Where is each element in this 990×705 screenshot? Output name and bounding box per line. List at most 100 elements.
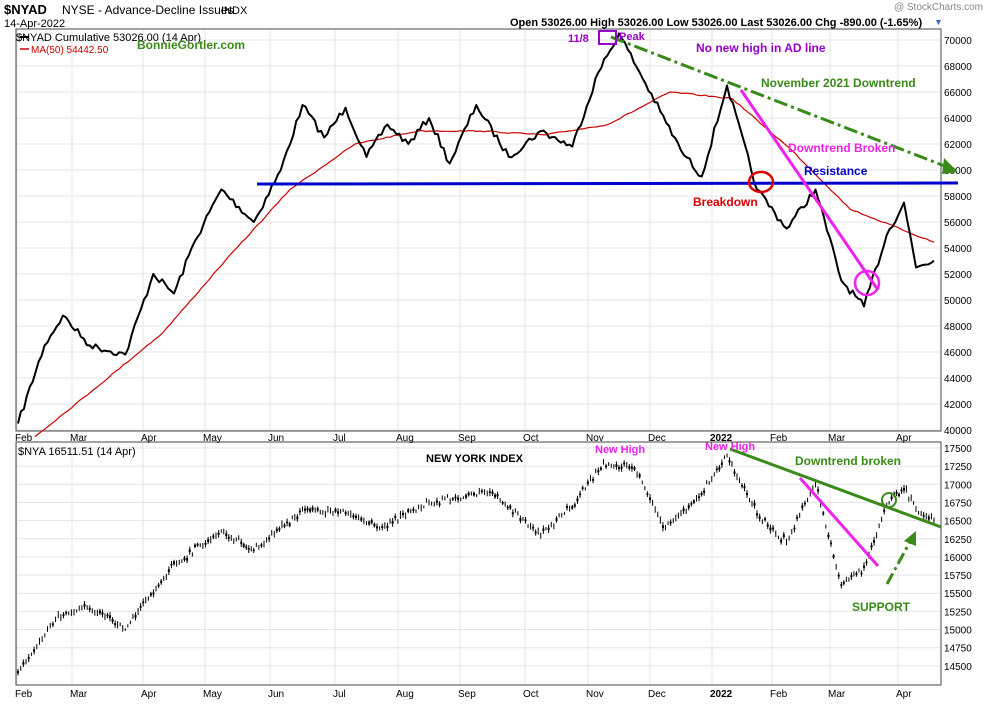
nya-bar-body <box>586 481 589 484</box>
top-grid <box>16 30 940 431</box>
nya-bar-body <box>718 467 721 470</box>
nya-bar-body <box>368 521 371 525</box>
nya-bar-body <box>576 498 579 502</box>
nya-bar-body <box>62 614 65 617</box>
nya-bar-body <box>288 523 291 527</box>
nya-bar-body <box>682 508 685 512</box>
nya-bar-body <box>207 539 210 542</box>
bottom-y-tick-label: 15000 <box>944 626 972 637</box>
nya-bar-body <box>212 535 215 538</box>
top-x-tick-label: Feb <box>15 433 33 444</box>
bottom-x-tick-label: Mar <box>828 689 846 700</box>
nya-bar-body <box>196 543 199 546</box>
nya-bar-body <box>65 612 68 614</box>
nya-bar-body <box>883 509 886 512</box>
nya-bar-body <box>646 493 649 495</box>
nya-bar-body <box>352 515 355 518</box>
nya-bar-body <box>633 467 636 470</box>
nya-bar-body <box>830 542 832 545</box>
nya-bar-body <box>186 557 189 561</box>
top-y-tick-label: 68000 <box>944 62 972 73</box>
bottom-grid <box>16 443 940 684</box>
nya-bar-body <box>27 657 30 660</box>
nya-bar-body <box>412 508 415 511</box>
nya-bar-body <box>898 493 901 497</box>
legend-nya: $NYA 16511.51 (14 Apr) <box>18 446 136 458</box>
nya-bar-body <box>832 555 835 558</box>
nya-bar-body <box>260 544 263 547</box>
nyad-line <box>17 32 935 424</box>
peak-date-label: 11/8 <box>568 33 589 45</box>
nya-bar-body <box>649 497 651 501</box>
nya-bar-body <box>661 525 664 529</box>
nya-bar-body <box>698 496 701 499</box>
bottom-y-tick-label: 15250 <box>944 607 972 618</box>
nya-bar-body <box>488 491 491 494</box>
nya-bar-body <box>900 489 903 492</box>
nya-bar-body <box>111 619 114 622</box>
nya-bar-body <box>827 534 830 538</box>
bottom-x-axis: Feb Mar Apr May Jun Jul Aug Sep Oct Nov Dec 2022 Feb… <box>15 689 912 700</box>
breakdown-circle <box>747 170 775 194</box>
nya-bar-body <box>173 561 175 565</box>
top-y-axis: 40000 42000 44000 46000 48000 50000 52000 54000… <box>944 36 972 437</box>
nya-bar-body <box>733 471 736 475</box>
nya-bar-body <box>623 462 626 465</box>
nya-bar-body <box>278 528 281 531</box>
nya-bar-body <box>170 563 173 566</box>
nya-bar-body <box>599 467 602 470</box>
nya-bar-body <box>501 502 504 504</box>
top-x-tick-label: Mar <box>70 433 88 444</box>
nya-bar-body <box>764 518 767 521</box>
bottom-y-tick-label: 16250 <box>944 535 972 546</box>
bottom-x-tick-label: Feb <box>15 689 33 700</box>
top-x-tick-label: Nov <box>586 433 604 444</box>
chart-date: 14-Apr-2022 <box>4 18 65 30</box>
watermark: @ StockCharts.com <box>894 2 983 13</box>
nya-bar-body <box>566 506 568 509</box>
bottom-x-tick-label: Apr <box>141 689 157 700</box>
nya-bar-body <box>840 584 843 586</box>
nya-bar-body <box>114 623 117 626</box>
bottom-x-tick-label: Dec <box>648 689 666 700</box>
nya-bar-body <box>472 492 475 496</box>
nya-bar-body <box>692 500 695 503</box>
peak-box <box>598 30 617 45</box>
nya-bar-body <box>304 508 307 511</box>
downtrend-broken-bottom-label: Downtrend broken <box>795 454 901 468</box>
bottom-x-tick-label: Jul <box>333 689 346 700</box>
nya-bar-body <box>524 519 527 522</box>
bottom-x-tick-label: May <box>203 689 222 700</box>
bottom-x-tick-label: Jun <box>268 689 284 700</box>
bottom-x-tick-label: Apr <box>896 689 912 700</box>
bottom-y-axis: 14500 14750 15000 15250 15500 15750 16000 16250… <box>944 444 972 673</box>
nya-bar-body <box>204 542 207 545</box>
top-y-tick-label: 58000 <box>944 192 972 203</box>
nya-bar-body <box>700 493 703 495</box>
nya-bar-body <box>451 498 454 500</box>
top-x-tick-label: Sep <box>458 433 476 444</box>
bottom-x-tick-label: Oct <box>523 689 539 700</box>
resistance-line <box>256 181 959 186</box>
nya-bar-body <box>837 574 840 577</box>
top-y-tick-label: 48000 <box>944 322 972 333</box>
nya-bar-body <box>579 493 582 496</box>
nya-bar-body <box>494 494 497 498</box>
top-y-tick-label: 46000 <box>944 348 972 359</box>
top-y-tick-label: 54000 <box>944 244 972 255</box>
nya-bar-body <box>51 623 54 626</box>
nya-bar-body <box>741 484 743 487</box>
nya-bar-body <box>822 512 825 515</box>
nya-bar-body <box>225 533 228 537</box>
top-y-tick-label: 40000 <box>944 426 972 437</box>
bottom-y-tick-label: 15500 <box>944 589 972 600</box>
nya-bar-body <box>360 517 363 521</box>
legend-nyad: $NYAD Cumulative 53026.00 (14 Apr) <box>16 32 201 44</box>
nya-bar-body <box>344 512 347 515</box>
peak-label: Peak <box>619 31 646 43</box>
nya-bar-body <box>142 601 145 604</box>
top-y-tick-label: 66000 <box>944 88 972 99</box>
ohlc-dropdown-icon[interactable]: ▼ <box>934 17 943 27</box>
nya-bar-body <box>101 612 104 615</box>
nya-bar-body <box>242 544 245 547</box>
